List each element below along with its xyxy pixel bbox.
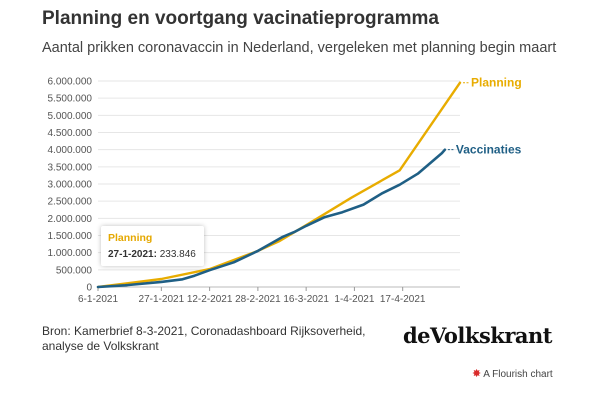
y-tick-label: 1.000.000 bbox=[48, 248, 93, 259]
y-tick-label: 0 bbox=[86, 283, 92, 294]
y-tick-label: 3.000.000 bbox=[48, 180, 93, 191]
x-tick-label: 12-2-2021 bbox=[187, 294, 233, 305]
y-tick-label: 500.000 bbox=[56, 265, 93, 276]
x-tick-label: 28-2-2021 bbox=[235, 294, 281, 305]
x-tick-label: 6-1-2021 bbox=[78, 294, 118, 305]
brand-logo: deVolkskrant bbox=[403, 323, 552, 348]
flourish-credit-link[interactable]: ✸ A Flourish chart bbox=[472, 367, 553, 380]
chart-tooltip: Planning 27-1-2021: 233.846 bbox=[101, 226, 204, 266]
y-tick-label: 5.000.000 bbox=[48, 111, 93, 122]
y-tick-label: 3.500.000 bbox=[48, 162, 93, 173]
line-chart: 6.000.000 5.500.000 5.000.000 4.500.000 4.00… bbox=[48, 76, 522, 305]
series-line-vaccinaties bbox=[96, 148, 447, 289]
y-tick-label: 4.500.000 bbox=[48, 128, 93, 139]
y-tick-label: 4.000.000 bbox=[48, 145, 93, 156]
y-tick-label: 5.500.000 bbox=[48, 94, 93, 105]
x-tick-label: 17-4-2021 bbox=[380, 294, 426, 305]
tooltip-value-line: 27-1-2021: 233.846 bbox=[108, 249, 196, 260]
source-note: Bron: Kamerbrief 8-3-2021, Coronadashboa… bbox=[42, 324, 366, 353]
x-tick-label: 16-3-2021 bbox=[283, 294, 329, 305]
tooltip-date: 27-1-2021 bbox=[108, 249, 154, 260]
flourish-credit-label: A Flourish chart bbox=[483, 369, 553, 380]
y-tick-label: 2.500.000 bbox=[48, 197, 93, 208]
page-title: Planning en voortgang vacinatieprogramma bbox=[42, 8, 439, 29]
tooltip-value: 233.846 bbox=[159, 249, 196, 260]
series-label-vaccinaties: Vaccinaties bbox=[456, 143, 522, 157]
page-subtitle: Aantal prikken coronavaccin in Nederland… bbox=[42, 40, 557, 56]
y-tick-label: 6.000.000 bbox=[48, 77, 93, 88]
tooltip-series-name: Planning bbox=[108, 232, 153, 244]
y-tick-label: 2.000.000 bbox=[48, 214, 93, 225]
series-label-planning: Planning bbox=[471, 76, 522, 90]
x-tick-label: 27-1-2021 bbox=[139, 294, 185, 305]
y-tick-label: 1.500.000 bbox=[48, 231, 93, 242]
x-tick-label: 1-4-2021 bbox=[334, 294, 374, 305]
flourish-star-icon: ✸ bbox=[472, 368, 482, 380]
